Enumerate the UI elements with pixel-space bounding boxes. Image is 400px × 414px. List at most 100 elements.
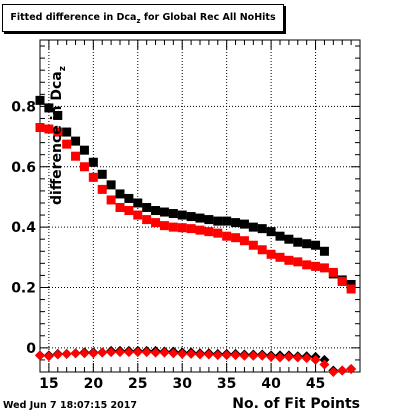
data-point-square	[124, 193, 134, 203]
data-point-square	[346, 279, 356, 289]
data-point-square	[177, 210, 187, 220]
data-point-square	[106, 180, 116, 190]
data-point-diamond	[230, 350, 241, 361]
y-axis-label-subscript: z	[57, 66, 68, 72]
data-point-square	[159, 221, 169, 231]
data-point-square	[168, 209, 178, 219]
data-point-square	[44, 103, 54, 113]
data-points	[35, 95, 357, 377]
data-point-diamond	[177, 348, 188, 359]
x-tick-label: 25	[128, 376, 147, 392]
x-tick-label: 45	[306, 376, 325, 392]
data-point-square	[302, 260, 312, 270]
plot-frame	[39, 39, 361, 373]
data-point-diamond	[319, 359, 330, 370]
data-point-diamond	[221, 350, 232, 361]
y-tick-label: 0.6	[11, 160, 36, 176]
data-point-diamond	[346, 363, 357, 374]
data-point-square	[213, 216, 223, 226]
data-point-square	[71, 136, 81, 146]
x-tick-label: 40	[261, 376, 281, 392]
data-point-diamond	[328, 367, 339, 377]
chart-title-suffix: for Global Rec All NoHits	[140, 12, 276, 23]
y-tick-label: 0	[26, 341, 36, 357]
data-point-diamond	[88, 348, 99, 359]
data-point-diamond	[106, 347, 117, 358]
data-point-diamond	[257, 350, 268, 361]
data-point-square	[231, 218, 241, 228]
data-point-diamond	[52, 349, 63, 360]
data-point-square	[266, 227, 276, 237]
data-point-square	[186, 212, 196, 222]
grid	[40, 40, 360, 372]
y-tick-label: 0.8	[11, 99, 36, 115]
data-point-diamond	[97, 347, 108, 358]
data-point-diamond	[292, 352, 303, 363]
data-point-diamond	[275, 352, 285, 363]
data-point-square	[62, 127, 72, 137]
data-point-square	[284, 255, 294, 265]
data-point-square	[168, 222, 178, 232]
data-point-square	[133, 210, 143, 220]
data-point-diamond	[43, 351, 54, 362]
data-point-square	[257, 245, 267, 255]
data-point-square	[133, 198, 143, 208]
data-point-square	[248, 222, 258, 232]
data-point-square	[275, 252, 285, 262]
data-point-square	[311, 261, 321, 271]
data-point-diamond	[35, 350, 45, 361]
data-point-diamond	[159, 347, 170, 358]
data-point-square	[124, 206, 134, 216]
x-tick-label: 15	[39, 376, 58, 392]
data-point-square	[71, 151, 81, 161]
data-point-square	[239, 236, 249, 246]
data-point-diamond	[115, 347, 125, 358]
data-point-square	[35, 95, 45, 105]
data-point-square	[186, 224, 196, 234]
data-point-diamond	[283, 351, 294, 362]
data-point-square	[62, 139, 72, 149]
timestamp: Wed Jun 7 18:07:15 2017	[3, 400, 137, 411]
data-point-square	[97, 184, 107, 194]
data-point-square	[204, 227, 214, 237]
data-point-square	[142, 215, 152, 225]
data-point-diamond	[61, 348, 72, 359]
data-point-square	[319, 263, 329, 273]
data-point-diamond	[132, 347, 143, 358]
chart-title-prefix: Fitted difference in Dca	[10, 12, 137, 23]
data-point-square	[151, 218, 161, 228]
data-point-diamond	[203, 349, 214, 360]
data-point-square	[97, 169, 107, 179]
data-point-square	[142, 203, 152, 213]
data-point-square	[257, 224, 267, 234]
data-point-diamond	[195, 349, 205, 360]
data-point-square	[284, 234, 294, 244]
data-point-diamond	[337, 365, 348, 376]
data-point-square	[319, 246, 329, 256]
plot-border	[39, 39, 361, 373]
y-tick-label: 0.2	[11, 280, 36, 296]
data-point-square	[293, 257, 303, 267]
data-point-diamond	[248, 350, 259, 361]
y-tick-label: 0.4	[11, 220, 36, 236]
data-point-diamond	[266, 351, 277, 362]
data-point-square	[213, 228, 223, 238]
data-point-square	[44, 124, 54, 134]
data-point-square	[311, 240, 321, 250]
data-point-square	[231, 233, 241, 243]
data-point-diamond	[79, 348, 90, 359]
data-point-square	[88, 157, 98, 167]
x-tick-label: 20	[84, 376, 104, 392]
data-point-square	[79, 162, 89, 172]
data-point-square	[222, 216, 232, 226]
data-point-square	[346, 284, 356, 294]
y-axis-label: difference in Dcaz	[49, 35, 68, 205]
data-point-square	[275, 231, 285, 241]
data-point-square	[328, 267, 338, 277]
data-point-square	[88, 172, 98, 182]
chart-title-subscript: z	[136, 16, 141, 25]
data-point-diamond	[168, 348, 179, 359]
axis-ticks: 15 20 25 30 35 40 45 0 0.2 0.4 0.6 0.8	[11, 40, 361, 392]
data-point-square	[151, 206, 161, 216]
